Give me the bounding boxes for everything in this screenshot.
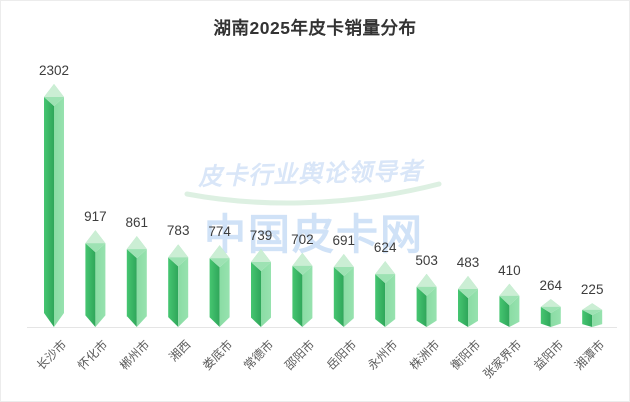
bar-face-right bbox=[550, 306, 561, 327]
bar-face-right bbox=[95, 243, 106, 327]
bar-face-left bbox=[126, 249, 137, 327]
bar-face-left bbox=[44, 97, 54, 327]
bar-face-left bbox=[499, 295, 510, 327]
bar-永州市 bbox=[375, 261, 396, 327]
bar-face-right bbox=[343, 267, 354, 327]
bar-cap-top bbox=[333, 254, 354, 268]
bar-cap-top bbox=[168, 244, 189, 258]
bar-常德市 bbox=[251, 248, 271, 327]
bar-face-left bbox=[458, 289, 468, 327]
bar-cap-top bbox=[375, 261, 396, 275]
bar-cap-top bbox=[582, 303, 603, 310]
bar-湘潭市 bbox=[582, 303, 603, 327]
bar-郴州市 bbox=[126, 236, 147, 327]
bar-岳阳市 bbox=[333, 254, 354, 327]
bar-face-right bbox=[302, 265, 313, 327]
bar-face-right bbox=[54, 97, 64, 327]
bar-长沙市 bbox=[44, 84, 64, 327]
bar-邵阳市 bbox=[292, 252, 313, 327]
bar-face-left bbox=[209, 258, 220, 327]
bar-face-right bbox=[509, 295, 520, 327]
bar-face-left bbox=[540, 306, 551, 327]
bar-face-left bbox=[582, 309, 593, 327]
bar-face-left bbox=[375, 274, 386, 327]
bar-cap-top bbox=[458, 276, 478, 290]
bar-cap-top bbox=[416, 273, 437, 287]
bar-face-right bbox=[426, 286, 437, 327]
bar-cap-top bbox=[292, 252, 313, 266]
bar-cap-top bbox=[499, 283, 520, 296]
bar-face-right bbox=[468, 289, 478, 327]
bar-face-left bbox=[292, 265, 303, 327]
bar-益阳市 bbox=[540, 299, 561, 327]
bar-face-right bbox=[592, 309, 603, 327]
bar-cap-top bbox=[44, 84, 64, 97]
bar-face-right bbox=[178, 257, 189, 327]
bar-cap-top bbox=[251, 248, 271, 262]
bar-cap-top bbox=[85, 230, 106, 244]
bar-face-right bbox=[385, 274, 396, 327]
bar-cap-top bbox=[209, 245, 230, 259]
bar-face-right bbox=[136, 249, 147, 327]
bar-衡阳市 bbox=[458, 276, 478, 327]
bar-face-left bbox=[85, 243, 96, 327]
bar-face-left bbox=[333, 267, 344, 327]
bar-怀化市 bbox=[85, 230, 106, 327]
bar-张家界市 bbox=[499, 283, 520, 327]
chart-title: 湖南2025年皮卡销量分布 bbox=[213, 18, 417, 38]
bar-株洲市 bbox=[416, 273, 437, 327]
bar-cap-top bbox=[126, 236, 147, 250]
bar-face-left bbox=[251, 261, 261, 327]
bar-face-left bbox=[168, 257, 179, 327]
bar-face-right bbox=[219, 258, 230, 327]
bar-湘西 bbox=[168, 244, 189, 327]
bar-娄底市 bbox=[209, 245, 230, 327]
bar-face-left bbox=[416, 286, 427, 327]
bar-cap-top bbox=[540, 299, 561, 307]
bar-face-right bbox=[261, 261, 271, 327]
